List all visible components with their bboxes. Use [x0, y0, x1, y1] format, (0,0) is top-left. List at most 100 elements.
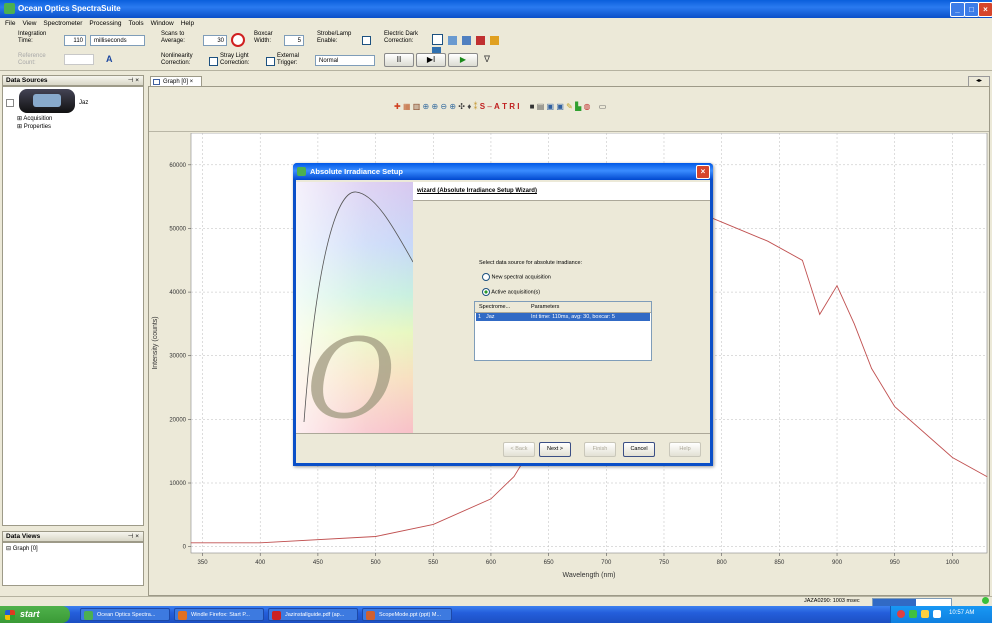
grid-icon[interactable]: ▦ [402, 102, 411, 111]
stray-light-checkbox[interactable] [209, 57, 218, 66]
dialog-close-button[interactable]: × [696, 165, 710, 179]
play-button[interactable]: ▶ [448, 53, 478, 67]
data-point [836, 285, 838, 287]
peak-icon[interactable]: ♦ [467, 102, 472, 111]
probe-icon[interactable]: ∇ [484, 54, 491, 64]
menu-window[interactable]: Window [150, 20, 174, 27]
store-reference-icon[interactable] [462, 36, 471, 45]
copy-icon[interactable]: ▣ [546, 102, 555, 111]
device-name[interactable]: Jaz [79, 100, 89, 106]
source-prompt: Select data source for absolute irradian… [479, 260, 583, 266]
y-tick-label: 50000 [169, 226, 186, 232]
more-icon[interactable]: ▭ [598, 102, 607, 111]
option-new-acquisition[interactable]: New spectral acquisition [482, 273, 551, 281]
start-button[interactable]: start [0, 606, 70, 623]
menu-view[interactable]: View [22, 20, 37, 27]
y-tick-label: 20000 [169, 417, 186, 423]
scope-mode-icon[interactable]: S [479, 102, 486, 111]
delete-icon[interactable]: ◍ [583, 102, 591, 111]
pan-icon[interactable]: ✣ [458, 102, 465, 111]
external-trigger-label: External Trigger: [277, 53, 300, 66]
dark-correction-tools [432, 34, 512, 56]
tray-icon-3[interactable] [921, 610, 929, 618]
scale-icon[interactable]: ▥ [412, 102, 421, 111]
print-icon[interactable]: ▤ [536, 102, 545, 111]
tree-item-acquisition[interactable]: ⊞ Acquisition [17, 116, 53, 122]
text-annotation-icon[interactable]: A [106, 54, 113, 64]
integration-unit-select[interactable]: milliseconds [90, 35, 145, 46]
absorbance-mode-icon[interactable]: A [494, 102, 500, 111]
col-parameters[interactable]: Parameters [531, 304, 560, 310]
next-button[interactable]: Next > [539, 442, 571, 457]
data-point [986, 476, 988, 477]
scope-minus-dark-icon[interactable]: – [487, 102, 492, 111]
lamp-icon[interactable] [490, 36, 499, 45]
boxcar-width-input[interactable]: 5 [284, 35, 304, 46]
col-spectrometer[interactable]: Spectrome... [479, 304, 511, 310]
cancel-button[interactable]: Cancel [623, 442, 655, 457]
status-device: JAZA0290: 1003 msec [804, 598, 860, 604]
tab-graph[interactable]: Graph [0] × [150, 76, 202, 86]
finish-button[interactable]: Finish [584, 442, 616, 457]
strobe-lamp-checkbox[interactable] [362, 36, 371, 45]
close-button[interactable]: × [978, 2, 992, 17]
filter-icon[interactable] [476, 36, 485, 45]
help-button[interactable]: Help [669, 442, 701, 457]
external-trigger-checkbox[interactable] [266, 57, 275, 66]
table-row[interactable]: 1 Jaz Int time: 110ms, avg: 30, boxcar: … [476, 313, 650, 321]
radio-new-acquisition[interactable] [482, 273, 490, 281]
menu-tools[interactable]: Tools [128, 20, 144, 27]
spectrum-icon[interactable] [432, 47, 441, 56]
option-active-acquisitions[interactable]: Active acquisition(s) [482, 288, 540, 296]
menu-help[interactable]: Help [180, 20, 195, 27]
zoom-x-icon[interactable]: ⊕ [431, 102, 439, 111]
x-tick-label: 800 [717, 560, 728, 566]
task-spectrasuite[interactable]: Ocean Optics Spectra... [80, 608, 170, 621]
store-dark-icon[interactable] [448, 36, 457, 45]
zoom-in-icon[interactable]: ⊕ [422, 102, 430, 111]
data-views-pin-icon[interactable]: ⊣ × [127, 533, 139, 540]
task-powerpoint[interactable]: ScopeMode.ppt (ppt) M... [362, 608, 452, 621]
menu-processing[interactable]: Processing [89, 20, 122, 27]
reflection-mode-icon[interactable]: R [509, 102, 515, 111]
color-icon[interactable]: ✎ [566, 102, 573, 111]
single-step-button[interactable]: ▶I [416, 53, 446, 67]
spectrometer-device-icon[interactable] [19, 89, 75, 113]
trigger-mode-select[interactable]: Normal [315, 55, 375, 66]
data-views-item-graph[interactable]: ⊟ Graph [0] [6, 546, 38, 552]
zoom-out-icon[interactable]: ⊖ [440, 102, 448, 111]
task-label: ScopeMode.ppt (ppt) M... [379, 612, 442, 618]
panel-pin-icon[interactable]: ⊣ × [127, 77, 139, 84]
task-firefox[interactable]: Windle Firefox: Start P... [174, 608, 264, 621]
irradiance-mode-icon[interactable]: I [517, 102, 520, 111]
table-header: Spectrome... Parameters [475, 302, 651, 313]
crosshair-icon[interactable]: ✚ [394, 102, 401, 111]
maximize-button[interactable]: □ [964, 2, 979, 17]
tray-icon-2[interactable] [909, 610, 917, 618]
save-icon[interactable]: ■ [529, 102, 535, 111]
radio-active-acquisitions[interactable] [482, 288, 490, 296]
overlay-icon[interactable]: ▣ [556, 102, 564, 111]
scans-to-average-input[interactable]: 30 [203, 35, 227, 46]
row-spectrometer: Jaz [486, 314, 495, 320]
tray-icon-4[interactable] [933, 610, 941, 618]
zoom-y-icon[interactable]: ⊕ [449, 102, 457, 111]
electric-dark-checkbox[interactable] [432, 34, 443, 45]
minimize-button[interactable]: _ [950, 2, 965, 17]
data-point [513, 476, 515, 477]
back-button[interactable]: < Back [503, 442, 535, 457]
tree-expander-icon[interactable] [6, 99, 14, 107]
integration-time-input[interactable]: 110 [64, 35, 86, 46]
data-sources-panel: Jaz ⊞ Acquisition ⊞ Properties [2, 86, 144, 526]
stop-icon[interactable] [231, 33, 245, 47]
tab-graph-label: Graph [0] [163, 79, 189, 85]
pause-button[interactable]: II [384, 53, 414, 67]
transmission-mode-icon[interactable]: T [502, 102, 507, 111]
menu-file[interactable]: File [5, 20, 16, 27]
menu-spectrometer[interactable]: Spectrometer [43, 20, 83, 27]
export-icon[interactable]: ▙ [575, 102, 582, 111]
task-pdf[interactable]: Jazinstallguide.pdf (ap... [268, 608, 358, 621]
tree-item-properties[interactable]: ⊞ Properties [17, 124, 52, 130]
marker-icon[interactable]: ⁑ [473, 102, 478, 111]
tray-icon-1[interactable] [897, 610, 905, 618]
